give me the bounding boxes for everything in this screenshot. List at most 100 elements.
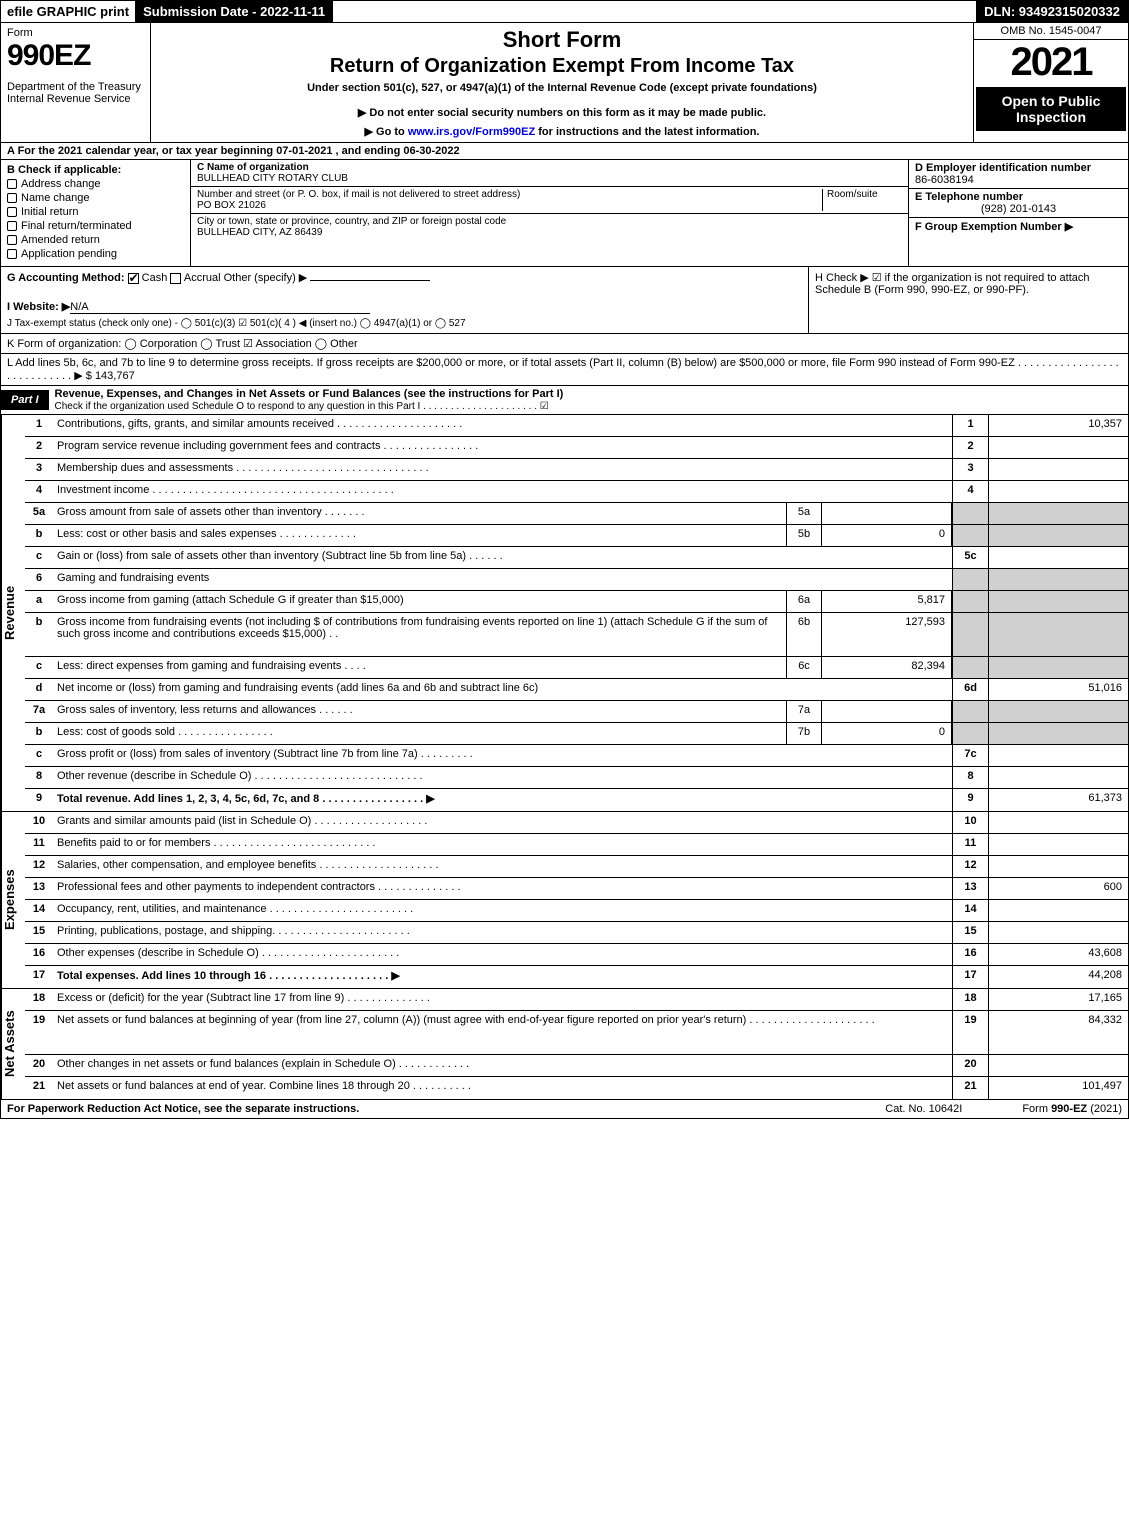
- room-suite: Room/suite: [822, 189, 902, 211]
- E-label: E Telephone number: [915, 191, 1023, 203]
- website-value: N/A: [70, 301, 370, 314]
- line-G: G Accounting Method: Cash Accrual Other …: [7, 271, 802, 284]
- cash-checkbox[interactable]: [128, 273, 139, 284]
- line-14: 14Occupancy, rent, utilities, and mainte…: [25, 900, 1128, 922]
- checkbox-name-change: Name change: [7, 192, 184, 204]
- C-street-label: Number and street (or P. O. box, if mail…: [197, 189, 520, 200]
- line-5a: 5aGross amount from sale of assets other…: [25, 503, 1128, 525]
- line-d: dNet income or (loss) from gaming and fu…: [25, 679, 1128, 701]
- part-I-header: Part I Revenue, Expenses, and Changes in…: [0, 386, 1129, 415]
- line-10: 10Grants and similar amounts paid (list …: [25, 812, 1128, 834]
- checkbox-initial-return: Initial return: [7, 206, 184, 218]
- line-a: aGross income from gaming (attach Schedu…: [25, 591, 1128, 613]
- checkbox[interactable]: [7, 179, 17, 189]
- form-number: 990EZ: [7, 39, 144, 73]
- line-11: 11Benefits paid to or for members . . . …: [25, 834, 1128, 856]
- line-c: cGain or (loss) from sale of assets othe…: [25, 547, 1128, 569]
- line-A: A For the 2021 calendar year, or tax yea…: [0, 143, 1129, 160]
- accrual-checkbox[interactable]: [170, 273, 181, 284]
- checkbox[interactable]: [7, 193, 17, 203]
- C-city-label: City or town, state or province, country…: [197, 216, 506, 227]
- expenses-side-label: Expenses: [1, 812, 25, 988]
- cat-no: Cat. No. 10642I: [885, 1103, 962, 1115]
- ein: 86-6038194: [915, 174, 974, 186]
- net-assets-table: Net Assets 18Excess or (deficit) for the…: [0, 989, 1129, 1100]
- section-B: B Check if applicable: Address changeNam…: [1, 160, 191, 266]
- goto-instructions: ▶ Go to www.irs.gov/Form990EZ for instru…: [155, 125, 969, 138]
- under-section: Under section 501(c), 527, or 4947(a)(1)…: [155, 82, 969, 94]
- line-K: K Form of organization: ◯ Corporation ◯ …: [0, 334, 1129, 354]
- header-left: Form 990EZ Department of the Treasury In…: [1, 23, 151, 142]
- other-specify-input[interactable]: [310, 280, 430, 281]
- form-header: Form 990EZ Department of the Treasury In…: [0, 23, 1129, 143]
- checkbox[interactable]: [7, 235, 17, 245]
- C-name-label: C Name of organization: [197, 162, 309, 173]
- footer: For Paperwork Reduction Act Notice, see …: [0, 1100, 1129, 1119]
- street: PO BOX 21026: [197, 200, 266, 211]
- checkbox-application-pending: Application pending: [7, 248, 184, 260]
- short-form-title: Short Form: [155, 27, 969, 53]
- line-12: 12Salaries, other compensation, and empl…: [25, 856, 1128, 878]
- form-label: Form: [7, 27, 144, 39]
- line-H: H Check ▶ ☑ if the organization is not r…: [808, 267, 1128, 333]
- part-I-label: Part I: [1, 390, 49, 410]
- checkbox-final-return-terminated: Final return/terminated: [7, 220, 184, 232]
- net-side-label: Net Assets: [1, 989, 25, 1099]
- G-I-col: G Accounting Method: Cash Accrual Other …: [1, 267, 808, 333]
- checkbox-amended-return: Amended return: [7, 234, 184, 246]
- department: Department of the Treasury Internal Reve…: [7, 81, 144, 105]
- irs-link[interactable]: www.irs.gov/Form990EZ: [408, 126, 535, 138]
- section-B-C-D: B Check if applicable: Address changeNam…: [0, 160, 1129, 267]
- line-6: 6Gaming and fundraising events: [25, 569, 1128, 591]
- line-I: I Website: ▶N/A: [7, 300, 802, 314]
- org-name: BULLHEAD CITY ROTARY CLUB: [197, 173, 348, 184]
- submission-date: Submission Date - 2022-11-11: [135, 1, 333, 22]
- checkbox[interactable]: [7, 249, 17, 259]
- line-c: cLess: direct expenses from gaming and f…: [25, 657, 1128, 679]
- top-bar: efile GRAPHIC print Submission Date - 20…: [0, 0, 1129, 23]
- part-I-title: Revenue, Expenses, and Changes in Net As…: [49, 386, 1128, 414]
- city: BULLHEAD CITY, AZ 86439: [197, 227, 322, 238]
- paperwork-notice: For Paperwork Reduction Act Notice, see …: [7, 1103, 359, 1115]
- line-L: L Add lines 5b, 6c, and 7b to line 9 to …: [0, 354, 1129, 386]
- gross-receipts: $ 143,767: [86, 370, 135, 382]
- line-b: bLess: cost or other basis and sales exp…: [25, 525, 1128, 547]
- revenue-table: Revenue 1Contributions, gifts, grants, a…: [0, 415, 1129, 812]
- line-8: 8Other revenue (describe in Schedule O) …: [25, 767, 1128, 789]
- line-b: bGross income from fundraising events (n…: [25, 613, 1128, 657]
- tax-year: 2021: [974, 40, 1128, 85]
- line-7a: 7aGross sales of inventory, less returns…: [25, 701, 1128, 723]
- section-D-E-F: D Employer identification number86-60381…: [908, 160, 1128, 266]
- revenue-side-label: Revenue: [1, 415, 25, 811]
- line-15: 15Printing, publications, postage, and s…: [25, 922, 1128, 944]
- line-16: 16Other expenses (describe in Schedule O…: [25, 944, 1128, 966]
- telephone: (928) 201-0143: [915, 203, 1122, 215]
- line-1: 1Contributions, gifts, grants, and simil…: [25, 415, 1128, 437]
- line-b: bLess: cost of goods sold . . . . . . . …: [25, 723, 1128, 745]
- efile-print-label[interactable]: efile GRAPHIC print: [1, 1, 135, 22]
- do-not-enter: ▶ Do not enter social security numbers o…: [155, 106, 969, 119]
- omb-number: OMB No. 1545-0047: [974, 23, 1128, 40]
- B-header: B Check if applicable:: [7, 164, 184, 176]
- line-4: 4Investment income . . . . . . . . . . .…: [25, 481, 1128, 503]
- line-c: cGross profit or (loss) from sales of in…: [25, 745, 1128, 767]
- section-C: C Name of organizationBULLHEAD CITY ROTA…: [191, 160, 908, 266]
- expenses-table: Expenses 10Grants and similar amounts pa…: [0, 812, 1129, 989]
- line-19: 19Net assets or fund balances at beginni…: [25, 1011, 1128, 1055]
- dln: DLN: 93492315020332: [976, 1, 1128, 22]
- line-20: 20Other changes in net assets or fund ba…: [25, 1055, 1128, 1077]
- F-label: F Group Exemption Number ▶: [915, 221, 1073, 233]
- line-17: 17Total expenses. Add lines 10 through 1…: [25, 966, 1128, 988]
- checkbox[interactable]: [7, 221, 17, 231]
- line-13: 13Professional fees and other payments t…: [25, 878, 1128, 900]
- checkbox[interactable]: [7, 207, 17, 217]
- return-title: Return of Organization Exempt From Incom…: [155, 55, 969, 78]
- header-right: OMB No. 1545-0047 2021 Open to Public In…: [973, 23, 1128, 142]
- line-J: J Tax-exempt status (check only one) - ◯…: [7, 318, 802, 329]
- section-G-H-I: G Accounting Method: Cash Accrual Other …: [0, 267, 1129, 334]
- line-3: 3Membership dues and assessments . . . .…: [25, 459, 1128, 481]
- open-public: Open to Public Inspection: [976, 87, 1126, 131]
- header-center: Short Form Return of Organization Exempt…: [151, 23, 973, 142]
- form-ref: Form 990-EZ (2021): [1022, 1103, 1122, 1115]
- line-9: 9Total revenue. Add lines 1, 2, 3, 4, 5c…: [25, 789, 1128, 811]
